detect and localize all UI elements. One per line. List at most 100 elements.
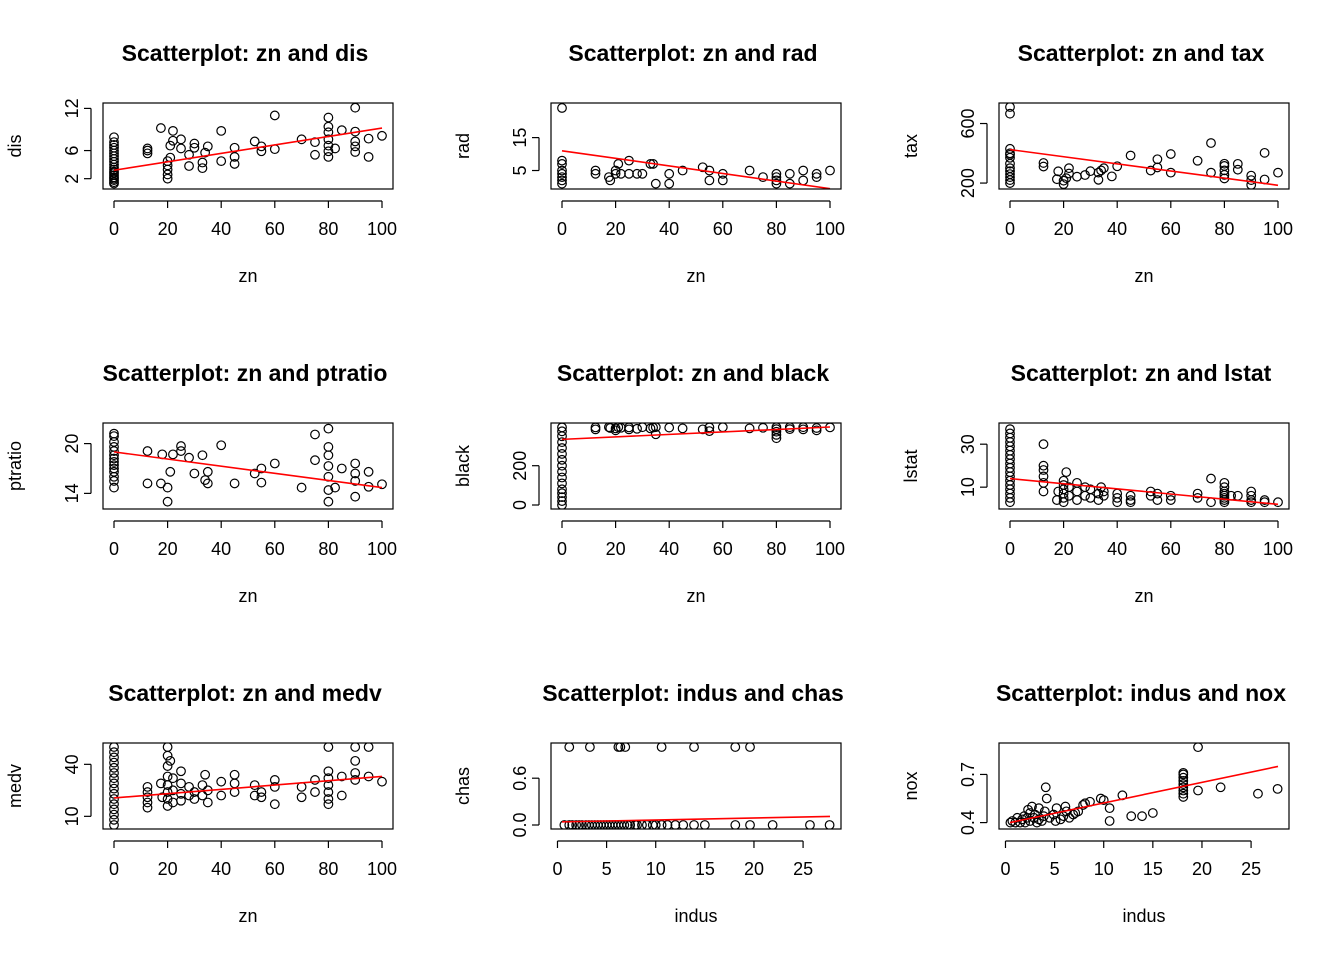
- data-point: [1165, 167, 1176, 178]
- data-point: [216, 440, 227, 451]
- data-point: [559, 820, 570, 829]
- data-point: [363, 743, 374, 752]
- data-point: [1005, 817, 1016, 828]
- y-tick-label: 200: [510, 451, 530, 481]
- data-point: [624, 168, 634, 179]
- data-point: [1072, 477, 1082, 488]
- plot-area: [557, 423, 835, 509]
- data-point: [1206, 473, 1216, 484]
- data-point: [377, 776, 387, 787]
- y-axis-label: chas: [453, 767, 473, 805]
- x-tick-label: 40: [1107, 219, 1127, 239]
- y-axis-label: tax: [901, 134, 921, 158]
- data-point: [1259, 495, 1270, 505]
- data-point: [323, 121, 334, 132]
- data-point: [1165, 495, 1176, 505]
- data-point: [216, 156, 227, 167]
- data-point: [109, 453, 119, 464]
- x-tick-label: 100: [367, 219, 397, 239]
- data-point: [1005, 158, 1015, 169]
- data-point: [1080, 482, 1090, 493]
- data-point: [1064, 490, 1074, 501]
- data-point: [142, 143, 153, 154]
- data-point: [1246, 486, 1257, 497]
- data-point: [1038, 161, 1049, 172]
- data-point: [256, 787, 267, 797]
- data-point: [704, 175, 715, 186]
- regression-line: [113, 775, 383, 799]
- regression-line: [561, 815, 831, 823]
- scatterplot-panel: 0 20 40 60 80 100 5 15 Scatterplot: zn and rad zn…: [453, 40, 845, 286]
- data-point: [109, 747, 119, 758]
- data-point: [557, 484, 567, 495]
- x-tick-label: 60: [713, 539, 733, 559]
- data-point: [1005, 175, 1015, 185]
- regression-line: [113, 127, 383, 172]
- data-point: [1093, 488, 1104, 499]
- data-point: [1112, 493, 1123, 503]
- data-point: [168, 135, 178, 146]
- data-point: [1005, 424, 1015, 435]
- data-point: [109, 132, 119, 143]
- x-tick-label: 20: [1054, 219, 1074, 239]
- data-point: [1005, 152, 1015, 163]
- x-tick-label: 100: [1263, 539, 1293, 559]
- data-point: [142, 802, 153, 813]
- x-tick-label: 80: [318, 219, 338, 239]
- x-tick-label: 40: [1107, 539, 1127, 559]
- plot-frame: [998, 422, 1290, 510]
- data-point: [1219, 477, 1230, 488]
- data-point: [664, 168, 675, 179]
- data-point: [109, 757, 119, 768]
- data-point: [310, 775, 320, 785]
- x-axis-label: zn: [686, 266, 705, 286]
- data-point: [1098, 163, 1109, 174]
- data-point: [767, 820, 778, 829]
- data-point: [109, 460, 119, 471]
- data-point: [109, 137, 119, 148]
- data-point: [162, 750, 173, 761]
- data-point: [1040, 782, 1051, 793]
- data-point: [811, 172, 822, 183]
- data-point: [1219, 165, 1230, 176]
- data-point: [1232, 158, 1243, 169]
- data-point: [189, 794, 200, 804]
- data-point: [155, 123, 166, 133]
- data-point: [1152, 154, 1163, 165]
- regression-line: [1009, 477, 1279, 506]
- data-point: [109, 778, 119, 789]
- regression-line: [1009, 148, 1279, 187]
- chart-title: Scatterplot: zn and tax: [1018, 40, 1265, 66]
- data-point: [590, 424, 601, 435]
- data-point: [330, 482, 341, 493]
- data-point: [689, 820, 699, 829]
- data-point: [142, 446, 153, 456]
- data-point: [350, 458, 361, 469]
- data-point: [1152, 495, 1163, 505]
- scatterplot-panel: 0 20 40 60 80 100 10 30 Scatterplot: zn and lsta…: [901, 360, 1293, 606]
- data-point: [689, 743, 699, 752]
- data-point: [109, 466, 119, 477]
- data-point: [571, 820, 582, 829]
- x-tick-label: 80: [766, 219, 786, 239]
- data-point: [202, 141, 213, 152]
- data-point: [323, 151, 334, 162]
- data-point: [1178, 788, 1189, 799]
- y-tick-label: 5: [510, 166, 530, 176]
- data-point: [109, 768, 119, 778]
- data-point: [377, 479, 387, 490]
- chart-title: Scatterplot: zn and rad: [568, 40, 817, 66]
- data-point: [1033, 803, 1044, 814]
- data-point: [1193, 743, 1203, 753]
- plot-frame: [550, 102, 842, 190]
- data-point: [1147, 808, 1158, 818]
- data-point: [189, 138, 200, 149]
- data-point: [1093, 174, 1104, 185]
- data-point: [1098, 795, 1109, 806]
- data-point: [176, 795, 186, 806]
- data-point: [202, 797, 213, 808]
- data-point: [613, 159, 624, 169]
- x-tick-label: 60: [265, 859, 285, 879]
- data-point: [323, 134, 334, 145]
- x-tick-label: 100: [367, 859, 397, 879]
